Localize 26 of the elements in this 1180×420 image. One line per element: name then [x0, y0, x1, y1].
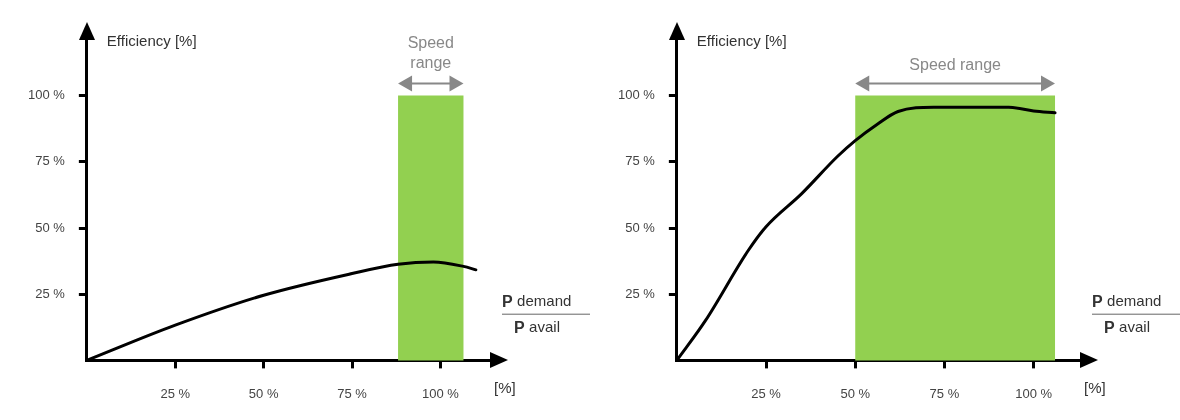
y-tick-label: 25 % — [35, 285, 66, 301]
y-tick-label: 75 % — [625, 153, 656, 169]
band-label: Speed range — [909, 56, 1002, 74]
y-tick-label: 50 % — [625, 219, 656, 235]
x-tick-label: 25 % — [751, 385, 782, 401]
x-tick-label: 100 % — [1015, 385, 1053, 401]
x-tick-label: 50 % — [840, 385, 871, 401]
x-axis-title: [%] — [1084, 378, 1106, 396]
x-tick-label: 100 % — [422, 385, 460, 401]
y-tick-label: 75 % — [35, 153, 66, 169]
text: P demand — [1092, 292, 1162, 310]
y-tick-label: 100 % — [27, 87, 66, 103]
band-label: Speed range — [407, 34, 454, 72]
y-axis-title: Efficiency [%] — [106, 32, 197, 50]
text: P avail — [514, 318, 560, 336]
y-tick-label: 50 % — [35, 219, 66, 235]
x-axis-title: [%] — [494, 378, 516, 396]
y-axis-title: Efficiency [%] — [696, 32, 787, 50]
y-tick-label: 25 % — [625, 285, 656, 301]
y-tick-label: 100 % — [617, 87, 656, 103]
x-tick-label: 75 % — [929, 385, 960, 401]
x-tick-label: 25 % — [160, 385, 191, 401]
text: P avail — [1104, 318, 1150, 336]
text: P demand — [502, 292, 572, 310]
x-tick-label: 50 % — [248, 385, 279, 401]
x-tick-label: 75 % — [337, 385, 368, 401]
